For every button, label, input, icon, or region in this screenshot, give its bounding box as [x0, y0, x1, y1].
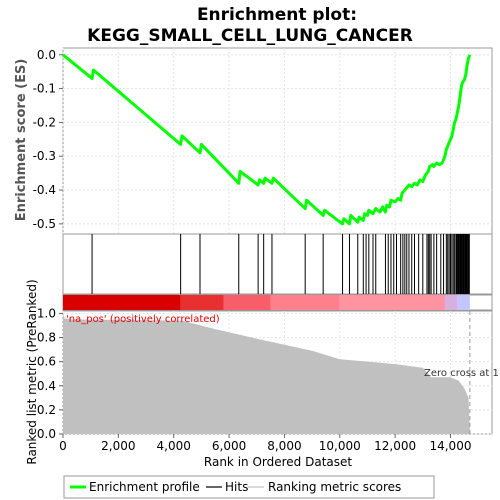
positive-correlation-label: 'na_pos' (positively correlated): [66, 314, 220, 325]
x-axis-label: Rank in Ordered Dataset: [204, 455, 352, 469]
color-bar-segment: [444, 295, 458, 310]
es-y-axis-label: Enrichment score (ES): [14, 59, 29, 222]
es-y-tick-label: 0.0: [37, 48, 56, 62]
color-bar-segment: [270, 295, 340, 310]
color-bar-segment: [223, 295, 271, 310]
x-tick-label: 10,000: [319, 439, 361, 453]
es-y-tick-label: -0.2: [33, 115, 56, 129]
legend: Enrichment profile Hits Ranking metric s…: [63, 475, 435, 499]
x-tick-label: 0: [59, 439, 67, 453]
zero-cross-label: Zero cross at 1: [424, 368, 499, 379]
ranking-metric-area: [63, 313, 470, 434]
color-bar-segment: [339, 295, 445, 310]
metric-y-tick-label: 0.4: [37, 379, 56, 393]
enrichment-profile-line: [62, 53, 472, 226]
chart-title-line2: KEGG_SMALL_CELL_LUNG_CANCER: [87, 26, 413, 46]
color-bar-segment: [180, 295, 224, 310]
metric-y-tick-label: 0.6: [37, 355, 56, 369]
es-panel: 0.0 -0.1 -0.2 -0.3 -0.4 -0.5: [33, 47, 493, 235]
metric-y-tick-label: 0.2: [37, 403, 56, 417]
metric-y-tick-label: 0.8: [37, 331, 56, 345]
es-y-tick-label: -0.3: [33, 149, 56, 163]
legend-label-hits: Hits: [225, 480, 248, 494]
rank-color-bar: [62, 294, 493, 311]
x-tick-label: 8,000: [267, 439, 301, 453]
x-tick-label: 2,000: [101, 439, 135, 453]
metric-panel: 0.0 0.2 0.4 0.6 0.8 1.0 'na_pos' (positively c…: [37, 306, 499, 453]
es-y-tick-label: -0.4: [33, 183, 56, 197]
es-y-tick-label: -0.1: [33, 82, 56, 96]
es-plot-area: [62, 47, 493, 235]
chart-title-line1: Enrichment plot:: [197, 5, 357, 25]
metric-y-tick-label: 0.0: [37, 427, 56, 441]
x-tick-label: 4,000: [157, 439, 191, 453]
color-bar-segment: [457, 295, 470, 310]
x-tick-label: 14,000: [429, 439, 471, 453]
es-y-tick-label: -0.5: [33, 217, 56, 231]
color-bar-segment: [63, 295, 181, 310]
legend-label-enrichment-profile: Enrichment profile: [89, 480, 200, 494]
hits-panel: [62, 233, 493, 295]
metric-y-tick-label: 1.0: [37, 306, 56, 320]
metric-y-axis-label: Ranked list metric (PreRanked): [25, 279, 39, 464]
legend-label-ranking-metric: Ranking metric scores: [268, 480, 401, 494]
hits-plot-area: [62, 233, 493, 295]
x-tick-label: 12,000: [374, 439, 416, 453]
x-tick-label: 6,000: [212, 439, 246, 453]
